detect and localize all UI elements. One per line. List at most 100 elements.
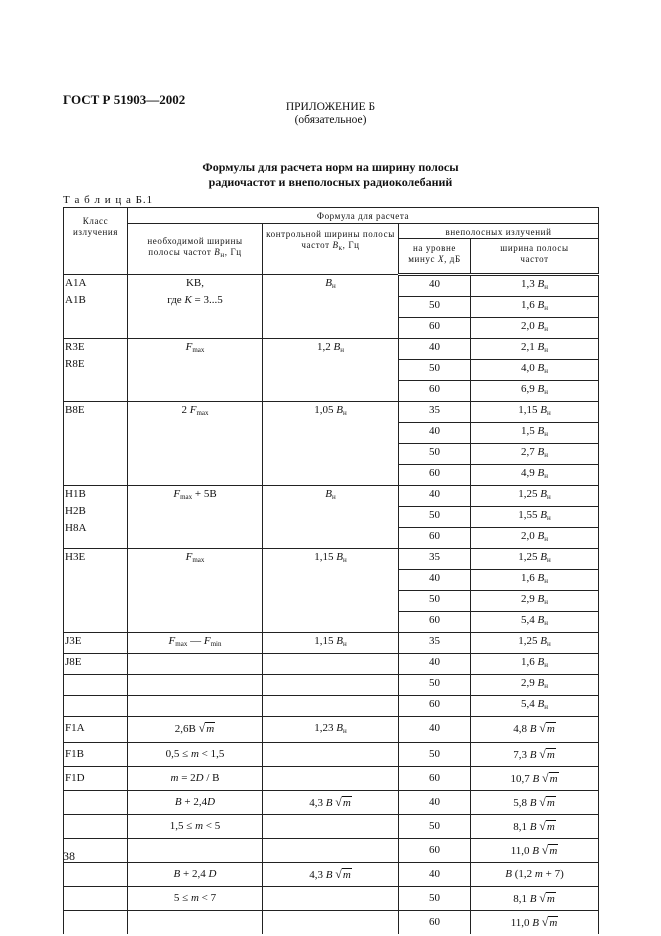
class-cell [63,695,128,717]
formula-line: 1,2 Bн [266,339,395,359]
variable: B [537,341,545,353]
table-row: 1,5 ≤ m < 5 50 8,1 B √m [63,814,599,839]
table-row: B8E 2 Fmax 1,05 Bн 35 1,15 Bн [63,401,599,486]
control-bandwidth-cell: 1,05 Bн [262,401,399,486]
radicand: m [545,820,556,833]
text: < 5 [203,820,221,832]
variable: B [325,797,333,809]
necessary-bandwidth-cell [127,838,263,863]
variable: B [214,247,221,257]
variable: F [185,551,193,563]
radicand: m [548,916,559,929]
header-row: необходимой ширины полосы частот Bн, Гц … [64,223,599,275]
out-of-band-width-cell: B (1,2 m + 7) [470,862,599,887]
out-of-band-width-cell: 8,1 B √m [470,814,599,839]
text: 5 ≤ [173,892,191,904]
out-of-band-width-cell: 1,6 Bн [470,296,599,318]
out-of-band-width-cell: 7,3 B √m [470,742,599,767]
table-row: 40 1,6 Bн [64,569,599,591]
formula-line: 1,5 ≤ m < 5 [131,815,259,837]
text: 0,5 ≤ [165,748,191,760]
text: < 7 [198,892,217,904]
variable: B [537,278,545,290]
text: 1,25 [518,635,541,647]
square-root: √m [335,867,352,881]
class-cell [63,674,128,696]
emission-class: J8E [65,656,82,668]
text: 4,3 [309,869,326,881]
subscript: н [544,388,548,396]
text: 1,05 [314,404,337,416]
radical-sign-icon: √ [539,819,546,833]
subscript: н [342,409,347,417]
radical-sign-icon: √ [198,721,206,735]
radicand: m [545,722,556,735]
variable: B [174,796,182,808]
out-of-band-width-cell: 1,15 Bн [470,401,599,423]
table-row: F1A 2,6B √m 1,23 Bн 40 4,8 B √m [63,716,599,743]
text: 1,6 [521,656,538,668]
subscript: н [544,283,548,291]
necessary-bandwidth-cell: 2 Fmax [127,401,263,486]
table-row: R3E R8E Fmax 1,2 Bн 40 2,1 Bн [63,338,599,402]
necessary-bandwidth-cell: Fmax [127,338,263,402]
out-of-band-width-cell: 2,1 Bн [470,338,599,360]
level-cell: 50 [398,742,471,767]
level-cell: 50 [398,296,471,318]
variable: B [332,240,339,250]
emission-class: A1B [65,294,86,306]
formula-table: Класс излучения Формула для расчета необ… [63,207,599,934]
text: 4,9 [521,467,538,479]
variable: B [537,593,545,605]
necessary-bandwidth-cell [127,910,263,934]
out-of-band-width-cell: 5,8 B √m [470,790,599,815]
variable: B [537,572,545,584]
formula-line: B + 2,4 D [131,863,259,885]
necessary-bandwidth-cell [127,653,263,675]
out-of-band-width-cell: 1,5 Bн [470,422,599,444]
level-cell: 50 [398,506,471,528]
table-row: F1B 0,5 ≤ m < 1,5 50 7,3 B √m [63,742,599,767]
variable: B [529,723,537,735]
text: 2,9 [521,593,538,605]
text: 1,6 [521,572,538,584]
level-cell: 35 [398,401,471,423]
variable: m [190,892,199,904]
variable: B [537,320,545,332]
radicand: m [205,722,216,735]
subscript: н [544,472,548,480]
variable: F [168,635,176,647]
table-row: H1B H2B H8A Fmax + 5B Bн 40 1,25 Bн [63,485,599,549]
level-cell: 60 [398,766,471,791]
out-of-band-width-cell: 11,0 B √m [470,910,599,934]
variable: B [540,551,547,563]
formula-line: Fmax — Fmin [131,633,259,653]
variable: D [195,772,204,784]
level-cell: 50 [398,886,471,911]
text: 2 [181,404,190,416]
variable: B [532,773,540,785]
necessary-bandwidth-cell: m = 2D / B [127,766,263,791]
emission-class: R8E [65,358,85,370]
appendix-status: (обязательное) [294,114,367,126]
text: KB, [185,277,205,289]
level-cell: 60 [398,380,471,402]
text: = 3...5 [191,294,223,306]
level-cell: 50 [398,359,471,381]
text: контрольной ширины полосы частот [266,229,395,250]
text: необходимой ширины полосы частот [147,236,243,257]
out-of-band-width-cell: 4,9 Bн [470,464,599,486]
class-cell: H3E [63,548,128,633]
out-of-band-width-cell: 2,0 Bн [470,317,599,339]
table-row: 50 4,0 Bн [64,359,599,381]
header-row: Класс излучения Формула для расчета [63,207,599,275]
variable: B [537,614,545,626]
formula-line: 1,15 Bн [266,549,395,569]
level-cell: 40 [398,862,471,887]
variable: D [208,868,217,880]
out-of-band-width-cell: 4,0 Bн [470,359,599,381]
class-cell: B8E [63,401,128,486]
variable: B [529,821,537,833]
variable: B [336,551,343,563]
